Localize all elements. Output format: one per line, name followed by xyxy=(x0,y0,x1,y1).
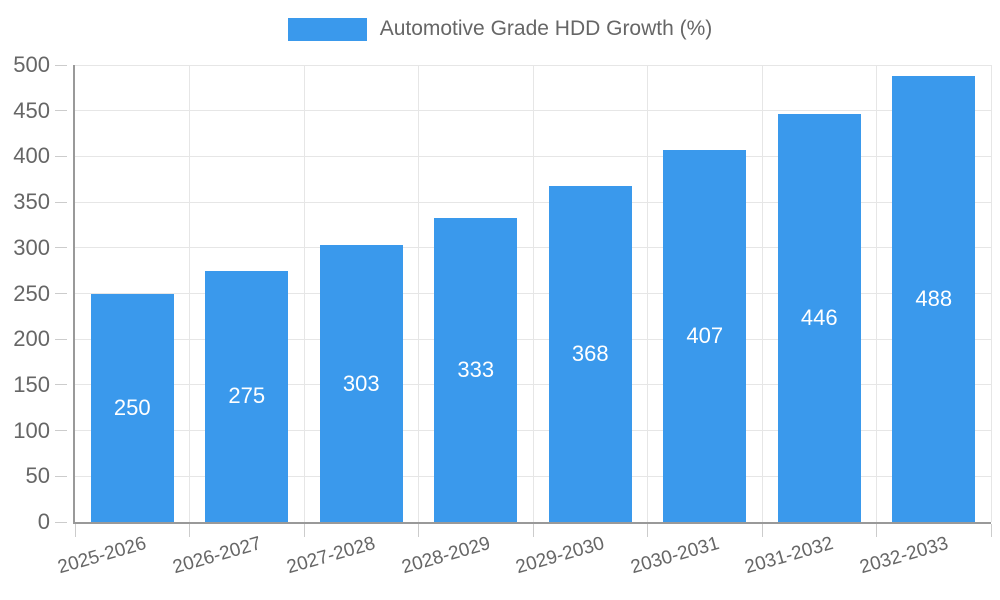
x-axis-tick-label: 2032-2033 xyxy=(857,533,951,579)
bar-value-label: 368 xyxy=(571,340,609,366)
y-axis-tick-label: 250 xyxy=(13,280,50,306)
x-axis-tick xyxy=(647,524,648,537)
y-axis-tick xyxy=(55,475,67,477)
gridline-vertical xyxy=(876,65,877,522)
legend-label: Automotive Grade HDD Growth (%) xyxy=(379,17,713,40)
y-axis-tick xyxy=(55,201,67,203)
bar-2028-2029[interactable]: 333 xyxy=(434,217,518,522)
x-axis-tick-label: 2029-2030 xyxy=(513,533,608,579)
bar-2026-2027[interactable]: 275 xyxy=(205,270,289,522)
bar-value-label: 488 xyxy=(915,285,953,311)
gridline-vertical xyxy=(647,65,648,522)
x-axis-tick-label: 2030-2031 xyxy=(628,533,722,579)
gridline-vertical xyxy=(532,65,534,522)
x-axis-tick xyxy=(990,524,992,537)
bar-value-label: 333 xyxy=(457,356,495,382)
y-axis-tick xyxy=(55,110,67,112)
x-axis-tick-label: 2026-2027 xyxy=(170,533,264,579)
x-axis-tick xyxy=(74,524,76,537)
x-axis-tick xyxy=(761,524,763,537)
y-axis-tick-label: 450 xyxy=(13,97,50,123)
y-axis-tick-label: 0 xyxy=(37,509,50,534)
bar-2027-2028[interactable]: 303 xyxy=(319,245,403,522)
bar-2029-2030[interactable]: 368 xyxy=(548,185,632,522)
y-axis-tick-label: 50 xyxy=(25,463,50,489)
bar-value-label: 446 xyxy=(800,305,838,331)
y-axis-tick-label: 150 xyxy=(13,371,50,397)
x-axis-tick-label: 2025-2026 xyxy=(55,533,150,579)
y-axis-tick xyxy=(55,338,67,340)
x-axis-tick xyxy=(876,524,877,537)
y-axis-tick xyxy=(55,430,67,432)
x-axis-tick xyxy=(532,524,534,537)
y-axis-tick-label: 400 xyxy=(13,143,50,169)
y-axis-tick-label: 350 xyxy=(13,189,50,215)
bar-value-label: 250 xyxy=(113,394,151,420)
y-axis-tick-label: 500 xyxy=(13,52,50,77)
bar-2031-2032[interactable]: 446 xyxy=(777,114,861,522)
legend[interactable]: Automotive Grade HDD Growth (%) xyxy=(0,17,1000,41)
bar-2032-2033[interactable]: 488 xyxy=(892,75,976,522)
y-axis-tick xyxy=(55,64,67,66)
gridline-vertical xyxy=(189,65,190,522)
x-axis-tick xyxy=(303,524,305,537)
y-axis-tick-label: 200 xyxy=(13,326,50,352)
bar-value-label: 407 xyxy=(686,323,724,348)
x-axis-tick-label: 2028-2029 xyxy=(399,533,493,579)
y-axis-tick xyxy=(55,293,67,294)
y-axis-tick-label: 300 xyxy=(13,234,50,260)
x-axis-tick-label: 2031-2032 xyxy=(742,533,837,579)
gridline-vertical xyxy=(418,65,419,522)
legend-swatch-icon xyxy=(287,17,367,41)
x-axis-tick xyxy=(418,524,419,537)
plot-area: 250 275 303 333 368 407 446 488 xyxy=(55,64,992,537)
y-axis-tick xyxy=(55,384,67,386)
y-axis-tick xyxy=(55,521,67,523)
y-axis-tick xyxy=(55,155,67,157)
x-axis-tick-label: 2027-2028 xyxy=(284,533,379,579)
bar-value-label: 303 xyxy=(342,370,380,396)
gridline-vertical xyxy=(761,65,763,522)
bar-value-label: 275 xyxy=(228,383,266,409)
bar-2030-2031[interactable]: 407 xyxy=(663,150,747,522)
x-axis-tick xyxy=(189,524,190,537)
gridline-vertical xyxy=(303,65,305,522)
y-axis-tick xyxy=(55,247,67,249)
bar-2025-2026[interactable]: 250 xyxy=(90,293,174,522)
y-axis-tick-label: 100 xyxy=(13,417,50,443)
gridline-vertical xyxy=(990,65,992,522)
